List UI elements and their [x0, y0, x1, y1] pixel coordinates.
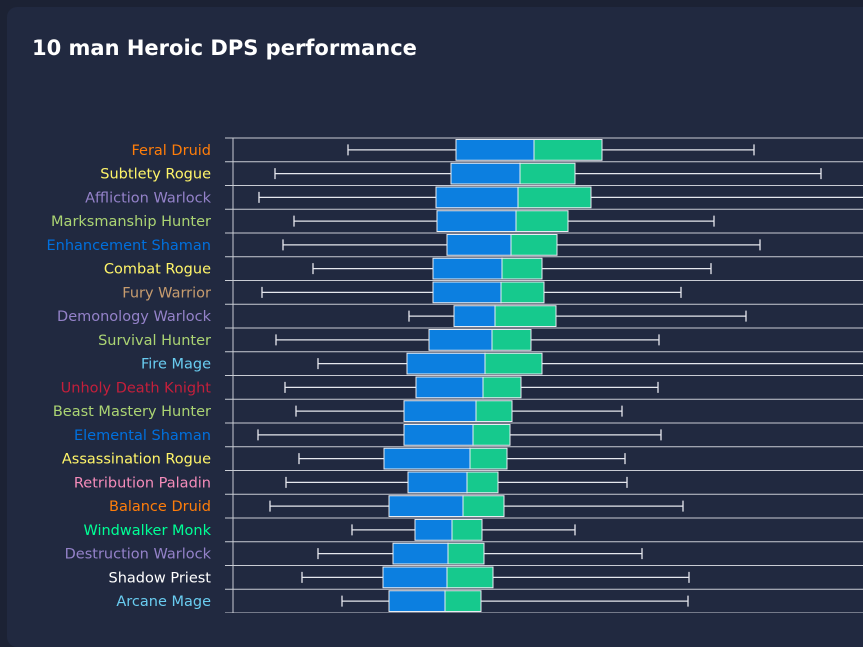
lower-box-shadow-priest: [382, 566, 448, 589]
category-label-combat-rogue: Combat Rogue: [104, 262, 211, 278]
category-label-demonology-warlock: Demonology Warlock: [57, 309, 212, 325]
upper-box-affliction-warlock: [517, 186, 592, 209]
lower-box-demonology-warlock: [453, 305, 496, 327]
category-label-marksmanship-hunter: Marksmanship Hunter: [51, 214, 211, 230]
upper-box-elemental-shaman: [472, 424, 511, 446]
upper-box-windwalker-monk: [451, 519, 483, 541]
category-label-shadow-priest: Shadow Priest: [109, 570, 212, 586]
category-label-unholy-death-knight: Unholy Death Knight: [61, 380, 212, 396]
lower-box-survival-hunter: [428, 329, 493, 351]
upper-box-balance-druid: [462, 495, 505, 517]
category-label-retribution-paladin: Retribution Paladin: [74, 475, 211, 491]
category-label-subtlety-rogue: Subtlety Rogue: [100, 167, 211, 183]
lower-box-enhancement-shaman: [446, 234, 512, 256]
upper-box-assassination-rogue: [469, 447, 508, 470]
category-label-fire-mage: Fire Mage: [141, 357, 211, 373]
category-label-beast-mastery-hunter: Beast Mastery Hunter: [53, 404, 211, 420]
category-label-elemental-shaman: Elemental Shaman: [74, 428, 211, 444]
box-plot-chart: Feral Druid Subtlety Rogue Affliction Warl…: [46, 137, 863, 613]
upper-box-enhancement-shaman: [510, 234, 558, 256]
upper-box-fury-warrior: [500, 281, 545, 304]
lower-box-affliction-warlock: [435, 186, 519, 209]
lower-box-feral-druid: [455, 139, 535, 161]
category-label-balance-druid: Balance Druid: [109, 499, 211, 515]
lower-box-marksmanship-hunter: [436, 210, 517, 232]
lower-box-arcane-mage: [388, 590, 446, 612]
lower-box-balance-druid: [388, 495, 464, 517]
upper-box-beast-mastery-hunter: [475, 400, 513, 422]
upper-box-combat-rogue: [501, 257, 543, 280]
lower-box-unholy-death-knight: [415, 376, 484, 399]
category-label-fury-warrior: Fury Warrior: [122, 285, 211, 301]
lower-box-fury-warrior: [432, 281, 502, 304]
upper-box-feral-druid: [533, 139, 603, 161]
category-label-feral-druid: Feral Druid: [131, 143, 211, 159]
chart-title: 10 man Heroic DPS performance: [32, 36, 417, 60]
upper-box-destruction-warlock: [447, 542, 485, 565]
upper-box-demonology-warlock: [494, 305, 557, 327]
upper-box-fire-mage: [484, 352, 543, 375]
lower-box-destruction-warlock: [392, 542, 449, 565]
lower-box-beast-mastery-hunter: [403, 400, 477, 422]
lower-box-assassination-rogue: [383, 447, 471, 470]
upper-box-retribution-paladin: [466, 471, 499, 494]
upper-box-survival-hunter: [491, 329, 532, 351]
lower-box-retribution-paladin: [407, 471, 468, 494]
lower-box-windwalker-monk: [414, 519, 453, 541]
lower-box-elemental-shaman: [403, 424, 474, 446]
upper-box-subtlety-rogue: [519, 162, 576, 185]
category-label-assassination-rogue: Assassination Rogue: [62, 452, 211, 468]
category-label-survival-hunter: Survival Hunter: [98, 333, 211, 349]
upper-box-marksmanship-hunter: [515, 210, 569, 232]
lower-box-subtlety-rogue: [450, 162, 521, 185]
upper-box-shadow-priest: [446, 566, 494, 589]
upper-box-arcane-mage: [444, 590, 482, 612]
category-label-destruction-warlock: Destruction Warlock: [65, 547, 212, 563]
category-label-enhancement-shaman: Enhancement Shaman: [46, 238, 211, 254]
lower-box-combat-rogue: [432, 257, 503, 280]
category-label-windwalker-monk: Windwalker Monk: [83, 523, 211, 539]
category-label-arcane-mage: Arcane Mage: [116, 594, 211, 610]
category-label-affliction-warlock: Affliction Warlock: [85, 190, 211, 206]
lower-box-fire-mage: [406, 352, 486, 375]
upper-box-unholy-death-knight: [482, 376, 522, 399]
